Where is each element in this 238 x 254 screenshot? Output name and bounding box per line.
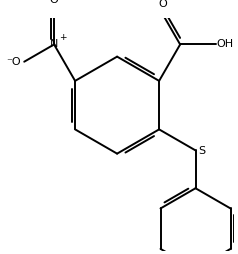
- Text: O: O: [158, 0, 167, 9]
- Text: +: +: [59, 33, 67, 42]
- Text: O: O: [50, 0, 59, 5]
- Text: ⁻O: ⁻O: [6, 57, 21, 67]
- Text: S: S: [198, 146, 205, 156]
- Text: N: N: [50, 39, 58, 50]
- Text: OH: OH: [217, 39, 234, 50]
